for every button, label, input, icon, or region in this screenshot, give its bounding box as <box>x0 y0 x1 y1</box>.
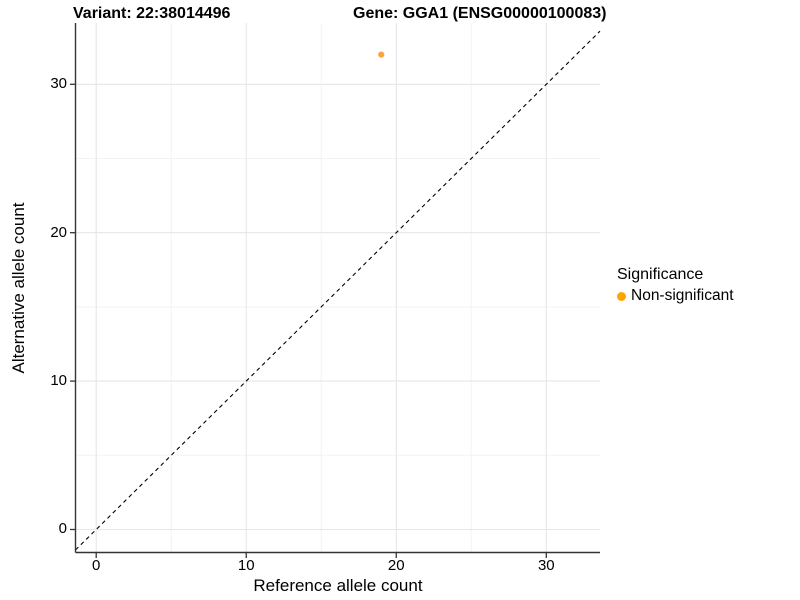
y-tick-label: 20 <box>50 223 67 241</box>
x-tick-label: 0 <box>92 557 101 574</box>
legend-title: Significance <box>617 266 704 283</box>
legend-entry-label: Non-significant <box>631 287 734 304</box>
y-tick-label: 30 <box>50 75 67 93</box>
y-tick-label: 10 <box>50 372 67 390</box>
x-axis-title: Reference allele count <box>253 576 423 595</box>
identity-dashed-line <box>75 30 601 551</box>
plot-title-variant: Variant: 22:38014496 <box>73 5 231 22</box>
x-tick-label: 20 <box>387 557 405 574</box>
plot-title-gene: Gene: GGA1 (ENSG00000100083) <box>353 5 607 22</box>
x-tick-label: 10 <box>237 557 255 574</box>
legend-point-icon <box>617 291 626 301</box>
data-point <box>378 51 385 58</box>
x-tick-label: 30 <box>537 557 555 574</box>
y-tick-label: 0 <box>58 520 67 538</box>
legend-entry: Non-significant <box>617 287 734 305</box>
legend: Significance Non-significant <box>617 266 734 305</box>
y-axis-title: Alternative allele count <box>9 202 28 374</box>
